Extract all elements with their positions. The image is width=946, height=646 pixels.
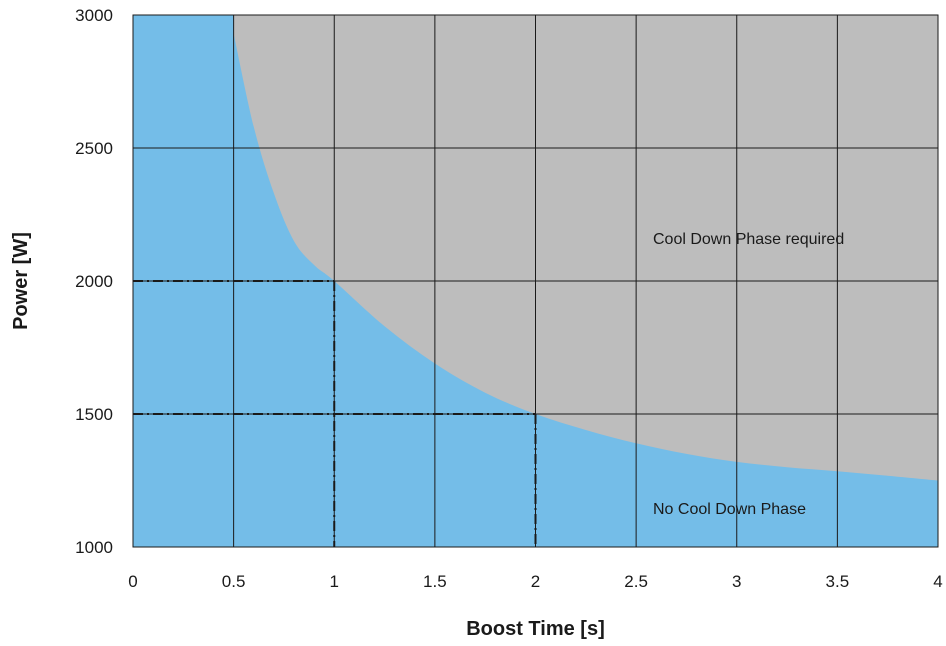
x-tick-label: 1.5 <box>423 572 447 591</box>
x-tick-label: 4 <box>933 572 942 591</box>
x-tick-label: 1 <box>330 572 339 591</box>
x-axis-title: Boost Time [s] <box>466 618 605 640</box>
x-tick-label: 0.5 <box>222 572 246 591</box>
y-tick-label: 2500 <box>75 139 113 158</box>
region-label-cool-down-required: Cool Down Phase required <box>653 231 844 248</box>
region-labels: Cool Down Phase required No Cool Down Pha… <box>653 231 844 518</box>
y-axis-title: Power [W] <box>10 232 32 330</box>
x-tick-label: 2 <box>531 572 540 591</box>
reference-lines <box>133 280 537 547</box>
x-tick-label: 3.5 <box>826 572 850 591</box>
y-tick-label: 1500 <box>75 405 113 424</box>
x-tick-label: 2.5 <box>624 572 648 591</box>
y-tick-label: 2000 <box>75 272 113 291</box>
x-tick-label: 3 <box>732 572 741 591</box>
x-tick-label: 0 <box>128 572 137 591</box>
region-label-no-cool-down: No Cool Down Phase <box>653 501 806 518</box>
y-tick-label: 3000 <box>75 6 113 25</box>
tick-labels: 0 0.5 1 1.5 2 2.5 3 3.5 4 1000 1500 2000 2500 3000 <box>75 6 943 591</box>
y-tick-label: 1000 <box>75 538 113 557</box>
